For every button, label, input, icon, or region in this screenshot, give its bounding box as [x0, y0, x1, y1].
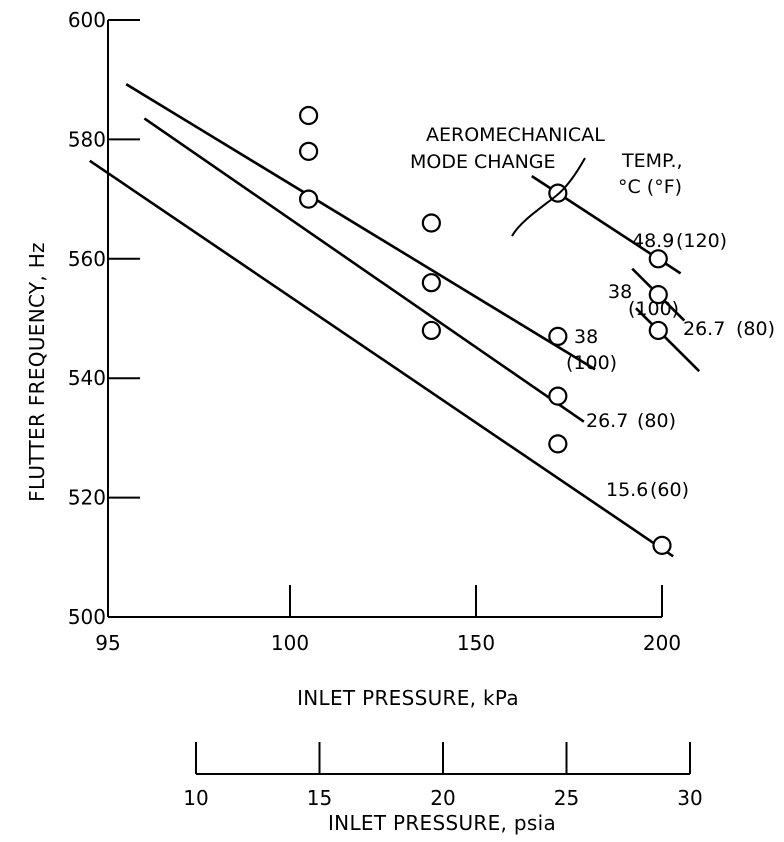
series-label-f: (100)	[566, 352, 617, 374]
data-point	[299, 189, 319, 209]
data-point	[421, 213, 441, 233]
x2-tick-label: 10	[183, 786, 208, 810]
series-label-f: (100)	[628, 298, 679, 320]
x2-tick-label: 30	[677, 786, 702, 810]
series-label-c: 38	[608, 281, 632, 303]
series-label-c: 48.9	[632, 230, 674, 252]
x2-tick-label: 25	[554, 786, 579, 810]
data-point	[421, 273, 441, 293]
data-point	[299, 141, 319, 161]
x-tick-label: 95	[95, 631, 120, 655]
series-label-c: 26.7	[586, 410, 628, 432]
fit-lines	[89, 83, 701, 558]
series-label-c: 38	[574, 326, 598, 348]
data-point	[421, 320, 441, 341]
x-tick-label: 100	[271, 631, 309, 655]
data-point	[648, 285, 668, 305]
x2-tick-label: 20	[430, 786, 455, 810]
data-point	[548, 386, 568, 406]
series-labels: 48.9 (120)38(100)38(100)26.7 (80)26.7 (80)1…	[566, 230, 775, 501]
series-label-f: (120)	[676, 230, 727, 252]
annotation-bracket	[511, 157, 586, 237]
y-tick-label: 540	[68, 366, 106, 390]
legend-title: TEMP.,	[621, 150, 683, 172]
y-axis-title: FLUTTER FREQUENCY, Hz	[25, 242, 49, 502]
x2-axis-title: INLET PRESSURE, psia	[328, 811, 556, 835]
series-label-f: (80)	[637, 410, 676, 432]
data-point	[299, 105, 319, 126]
x-tick-label: 200	[643, 631, 681, 655]
series-label-f: (60)	[650, 479, 689, 501]
y-tick-label: 560	[68, 247, 106, 271]
data-points	[299, 105, 672, 555]
data-point	[648, 320, 668, 341]
y-tick-label: 600	[68, 8, 106, 32]
data-point	[652, 535, 672, 555]
x2-tick-label: 15	[307, 786, 332, 810]
data-point	[548, 434, 568, 454]
x-axis-title: INLET PRESSURE, kPa	[297, 686, 519, 710]
axes: 500 520 540 560 580 600 95 100 150 200 10 15 20 25 30	[68, 8, 703, 810]
fit-line	[143, 117, 585, 423]
fit-line	[89, 159, 674, 558]
fit-line	[635, 307, 701, 373]
y-tick-label: 500	[68, 605, 106, 629]
fit-line	[125, 83, 596, 371]
data-point	[648, 249, 668, 269]
legend-units: °C (°F)	[618, 176, 682, 198]
annotation-line-1: AEROMECHANICAL	[426, 124, 605, 146]
y-tick-label: 580	[68, 127, 106, 151]
y-tick-label: 520	[68, 486, 106, 510]
series-label-c: 26.7	[683, 318, 725, 340]
series-label-c: 15.6	[606, 479, 648, 501]
annotation-line-2: MODE CHANGE	[410, 151, 556, 173]
x-tick-label: 150	[457, 631, 495, 655]
series-label-f: (80)	[736, 318, 775, 340]
data-point	[548, 326, 568, 347]
